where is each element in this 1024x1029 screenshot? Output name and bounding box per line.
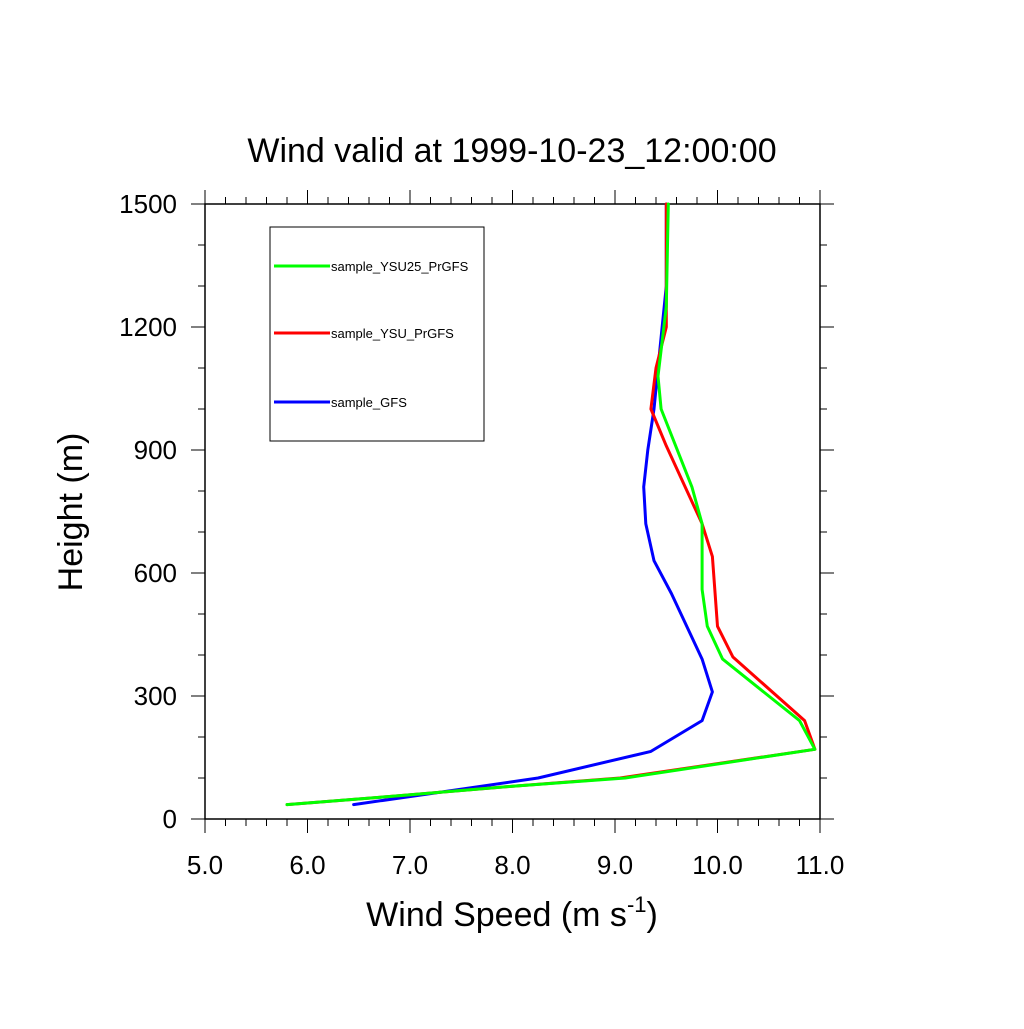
x-tick-label: 8.0 xyxy=(494,850,530,880)
chart-title: Wind valid at 1999-10-23_12:00:00 xyxy=(247,132,776,170)
y-tick-label: 900 xyxy=(134,435,177,465)
x-tick-label: 11.0 xyxy=(796,850,845,880)
x-axis-label: Wind Speed (m s-1) xyxy=(366,892,658,934)
series-lines xyxy=(285,202,817,807)
legend-label: sample_YSU25_PrGFS xyxy=(331,259,469,274)
series-line-sample-gfs xyxy=(352,202,714,807)
x-axis-ticks: 5.0 6.0 7.0 8.0 9.0 10.0 11.0 xyxy=(187,190,844,880)
legend-label: sample_GFS xyxy=(331,395,407,410)
x-tick-label: 9.0 xyxy=(597,850,633,880)
x-tick-label: 6.0 xyxy=(289,850,325,880)
y-tick-label: 300 xyxy=(134,681,177,711)
y-tick-label: 1500 xyxy=(119,189,177,219)
x-tick-label: 7.0 xyxy=(392,850,428,880)
y-axis-label: Height (m) xyxy=(52,433,90,592)
x-tick-label: 10.0 xyxy=(692,850,743,880)
legend-label: sample_YSU_PrGFS xyxy=(331,326,454,341)
x-tick-label: 5.0 xyxy=(187,850,223,880)
y-tick-label: 1200 xyxy=(119,312,177,342)
y-tick-label: 600 xyxy=(134,558,177,588)
y-tick-label: 0 xyxy=(163,804,177,834)
y-axis-ticks: 0 300 600 900 1200 1500 xyxy=(119,189,834,834)
legend: sample_YSU25_PrGFS sample_YSU_PrGFSsample… xyxy=(269,226,485,442)
series-line-sample-ysu25-prgfs xyxy=(285,202,817,807)
